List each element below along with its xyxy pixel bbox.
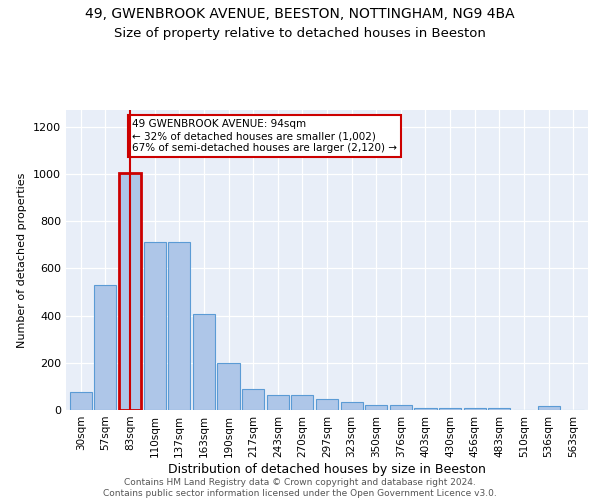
Bar <box>464 408 486 410</box>
Bar <box>488 408 511 410</box>
Bar <box>390 406 412 410</box>
Text: 49, GWENBROOK AVENUE, BEESTON, NOTTINGHAM, NG9 4BA: 49, GWENBROOK AVENUE, BEESTON, NOTTINGHA… <box>85 8 515 22</box>
Text: Contains HM Land Registry data © Crown copyright and database right 2024.
Contai: Contains HM Land Registry data © Crown c… <box>103 478 497 498</box>
Bar <box>415 408 437 410</box>
Y-axis label: Number of detached properties: Number of detached properties <box>17 172 28 348</box>
Bar <box>193 314 215 410</box>
Bar <box>538 406 560 410</box>
Bar <box>291 394 313 410</box>
Text: 49 GWENBROOK AVENUE: 94sqm
← 32% of detached houses are smaller (1,002)
67% of s: 49 GWENBROOK AVENUE: 94sqm ← 32% of deta… <box>132 120 397 152</box>
Bar <box>143 242 166 410</box>
Bar <box>217 364 239 410</box>
Text: Size of property relative to detached houses in Beeston: Size of property relative to detached ho… <box>114 28 486 40</box>
Bar <box>341 402 363 410</box>
Bar <box>365 406 388 410</box>
Bar <box>119 174 141 410</box>
Bar <box>70 392 92 410</box>
X-axis label: Distribution of detached houses by size in Beeston: Distribution of detached houses by size … <box>168 462 486 475</box>
Bar <box>242 388 264 410</box>
Bar <box>439 408 461 410</box>
Bar <box>94 285 116 410</box>
Bar <box>316 399 338 410</box>
Bar <box>168 242 190 410</box>
Bar <box>266 394 289 410</box>
